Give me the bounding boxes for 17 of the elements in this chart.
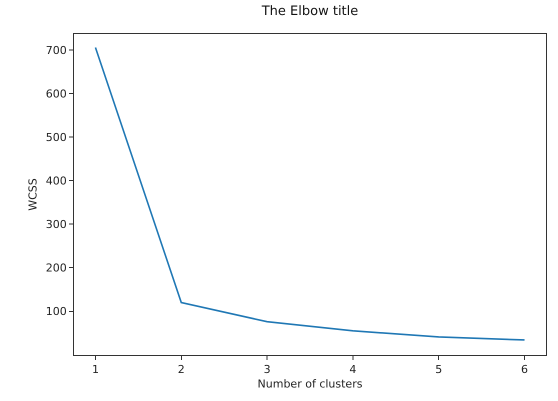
chart-title: The Elbow title <box>260 4 358 20</box>
x-tick-label: 2 <box>178 363 185 376</box>
y-tick-label: 300 <box>46 218 67 232</box>
y-tick-label: 700 <box>46 44 67 57</box>
y-tick-label: 600 <box>46 87 67 100</box>
x-tick-label: 6 <box>521 363 528 376</box>
y-tick-label: 100 <box>46 305 67 318</box>
y-tick-label: 400 <box>46 174 67 188</box>
x-tick-label: 1 <box>92 363 99 376</box>
x-tick-label: 4 <box>349 363 356 376</box>
x-tick-label: 5 <box>435 363 442 376</box>
y-tick-label: 200 <box>46 262 67 275</box>
x-axis-title: Number of clusters <box>258 377 363 390</box>
y-axis-title: WCSS <box>26 178 40 211</box>
y-tick-label: 500 <box>46 131 67 144</box>
x-tick-label: 3 <box>264 363 271 376</box>
line-series <box>94 46 526 341</box>
